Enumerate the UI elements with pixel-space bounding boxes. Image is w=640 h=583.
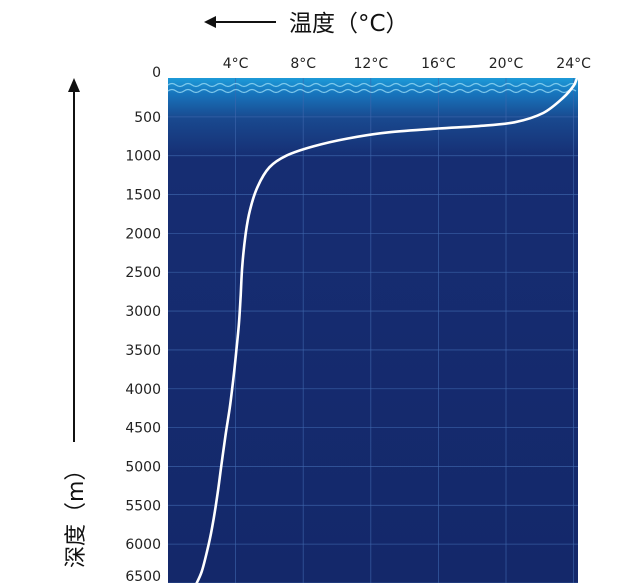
y-tick-label: 500 [134, 110, 161, 126]
y-tick-label: 6000 [125, 537, 161, 553]
wave-line-1 [167, 82, 577, 88]
y-tick-label: 2000 [125, 226, 161, 242]
x-axis-arrow [204, 16, 276, 28]
x-tick-label: 16°C [421, 56, 456, 72]
surface-waves [167, 82, 577, 94]
y-tick-label: 4500 [125, 421, 161, 437]
x-tick-label: 12°C [354, 56, 389, 72]
y-tick-label: 1000 [125, 149, 161, 165]
y-tick-label: 5000 [125, 459, 161, 475]
x-tick-labels: 4°C 8°C 12°C 16°C 20°C 24°C [223, 56, 591, 72]
y-tick-label: 4000 [125, 382, 161, 398]
x-tick-label: 4°C [223, 56, 249, 72]
x-tick-label: 8°C [290, 56, 316, 72]
grid-lines [168, 78, 578, 583]
y-tick-label: 5500 [125, 498, 161, 514]
y-tick-label: 3000 [125, 304, 161, 320]
wave-line-2 [167, 88, 577, 94]
y-tick-label: 0 [152, 65, 161, 81]
y-tick-label: 3500 [125, 343, 161, 359]
y-tick-label: 2500 [125, 265, 161, 281]
x-tick-label: 24°C [556, 56, 591, 72]
y-tick-labels: 0 500 1000 1500 2000 2500 3000 3500 4000 4500 5000… [125, 65, 161, 583]
x-tick-label: 20°C [489, 56, 524, 72]
plot-background [168, 78, 578, 583]
y-tick-label: 1500 [125, 188, 161, 204]
y-tick-label: 6500 [125, 569, 161, 583]
y-axis-arrow [68, 78, 80, 442]
temperature-profile-line [195, 76, 579, 583]
x-axis-title: 温度（°C） [289, 11, 409, 37]
y-axis-title: 深度（m） [64, 459, 89, 568]
